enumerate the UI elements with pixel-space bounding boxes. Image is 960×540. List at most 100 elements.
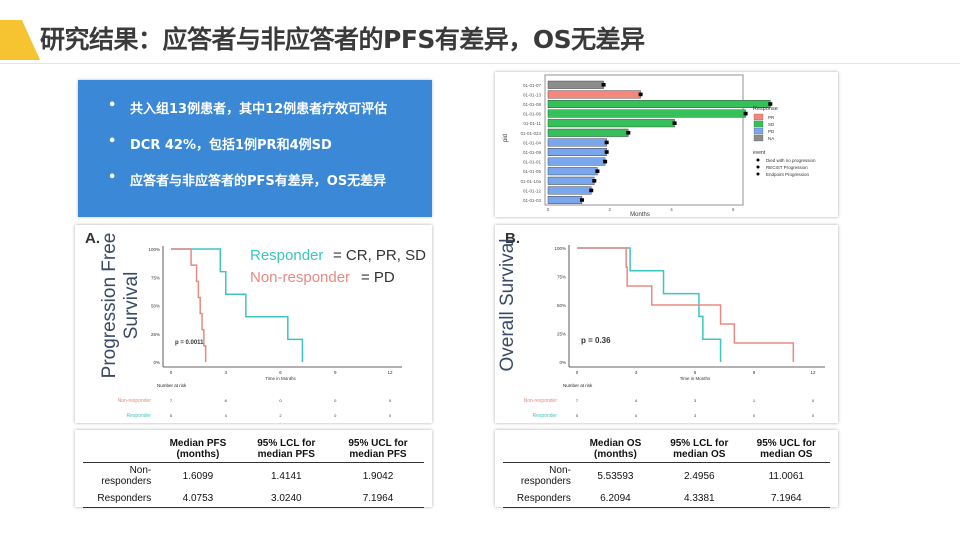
event-marker <box>626 131 631 135</box>
risk-count: 3 <box>694 398 697 403</box>
risk-count: 0 <box>334 413 337 418</box>
x-axis-label: Time in Months <box>265 376 296 381</box>
p-value: p = 0.0011 <box>175 340 204 346</box>
y-tick: 100% <box>148 247 160 252</box>
x-tick: 0 <box>576 370 579 375</box>
legend-non-responder-def: = PD <box>361 269 395 286</box>
risk-table-title: Number at risk <box>157 383 187 388</box>
x-axis-label: Months <box>630 212 650 217</box>
y-tick: 25% <box>151 332 160 337</box>
table-cell: 4.3381 <box>655 489 743 508</box>
risk-table-title: Number at risk <box>563 383 593 388</box>
pfs-median-table: Median PFS (months) 95% LCL for median PF… <box>83 436 424 508</box>
y-tick: 75% <box>557 275 566 280</box>
table-row: Responders 6.2094 4.3381 7.1964 <box>503 489 830 508</box>
swimmer-plot-panel: 01-01-07 01-01-13 01-01-08 01-01-06 01-01-11… <box>495 72 838 218</box>
pid-label: 01-01-12 <box>523 188 542 193</box>
survival-curve-non-responder <box>171 248 207 362</box>
legend-responder-def: = CR, PR, SD <box>333 247 426 264</box>
risk-count: 0 <box>389 398 392 403</box>
table-cell: 6.2094 <box>574 489 656 508</box>
event-marker <box>604 150 609 154</box>
x-tick: 12 <box>387 370 393 375</box>
table-cell: Responders <box>83 489 156 508</box>
y-tick: 0% <box>559 360 566 365</box>
event-legend-marker <box>756 158 760 162</box>
pid-label: 01-01-11 <box>523 121 541 126</box>
column-header: 95% LCL for median OS <box>655 436 743 463</box>
table-cell: 2.4956 <box>683 470 715 482</box>
pid-label: 01-01-07 <box>523 83 542 88</box>
pid-label: 01-01-01 <box>523 160 542 165</box>
table-cell: 1.4141 <box>270 470 302 482</box>
y-tick: 50% <box>151 304 160 309</box>
y-tick: 0% <box>153 360 160 365</box>
bar <box>547 90 641 99</box>
bar <box>547 186 592 195</box>
event-marker <box>589 188 594 193</box>
os-table-panel: Median OS (months) 95% LCL for median OS 9… <box>495 430 838 508</box>
y-tick: 100% <box>554 246 566 251</box>
panel-label: A. <box>85 230 100 247</box>
y-tick: 50% <box>557 303 566 308</box>
risk-count: 7 <box>576 398 579 403</box>
column-header: 95% UCL for median PFS <box>331 436 424 463</box>
risk-count: 0 <box>334 398 337 403</box>
bar <box>547 157 606 166</box>
risk-count: 0 <box>812 413 815 418</box>
survival-curve-responder <box>171 248 304 362</box>
x-tick: 9 <box>334 370 337 375</box>
y-axis-label: Overall Survival <box>497 238 518 371</box>
event-marker <box>579 198 584 202</box>
risk-count: 5 <box>170 413 173 418</box>
slide-title: 研究结果：应答者与非应答者的PFS有差异，OS无差异 <box>40 25 645 54</box>
event-marker <box>638 92 643 97</box>
bar <box>547 167 598 176</box>
risk-count: 3 <box>694 413 697 418</box>
risk-count: 4 <box>225 413 228 418</box>
column-header: Median OS (months) <box>574 436 656 463</box>
pid-label: 01-01-13 <box>523 92 542 97</box>
legend-non-responder: Non-responder <box>250 269 350 286</box>
risk-count: 0 <box>389 413 392 418</box>
column-header: Median PFS (months) <box>155 436 241 463</box>
column-header <box>503 436 575 463</box>
summary-box: 共入组13例患者，其中12例患者疗效可评估 DCR 42%，包括1例PR和4例S… <box>78 80 432 217</box>
pid-label: 01-01-09 <box>523 150 542 155</box>
bullet-item: 应答者与非应答者的PFS有差异，OS无差异 <box>108 170 432 206</box>
legend-swatch <box>753 113 764 121</box>
panel-label: B. <box>505 230 520 247</box>
event-marker <box>672 121 677 125</box>
table-cell: 4.0753 <box>155 489 241 508</box>
legend-swatch <box>753 127 764 135</box>
bar <box>547 138 607 147</box>
column-header: 95% LCL for median PFS <box>240 436 332 463</box>
x-tick: 6 <box>279 370 282 375</box>
x-tick: 6 <box>694 370 697 375</box>
risk-count: 6 <box>225 398 228 403</box>
bar <box>547 128 629 137</box>
pid-label: 01-01-06 <box>523 112 542 117</box>
bar <box>547 100 771 109</box>
y-axis-label: Progression Free <box>99 233 120 379</box>
bar <box>547 147 607 156</box>
os-km-panel: B. 100% 75% 50% 25% 0% 0 3 6 9 12 Time in Months Ove… <box>495 225 838 423</box>
column-header <box>83 436 156 463</box>
legend-label: NA <box>768 136 774 141</box>
table-cell: 3.0240 <box>240 489 332 508</box>
bullet-item: DCR 42%，包括1例PR和4例SD <box>108 134 432 170</box>
risk-label: Responder <box>533 413 558 419</box>
y-tick: 25% <box>557 332 566 337</box>
risk-count: 0 <box>279 398 282 403</box>
y-axis-label: Survival <box>121 272 142 340</box>
risk-count: 1 <box>753 398 756 403</box>
legend-responder: Responder <box>250 247 323 264</box>
x-tick: 9 <box>753 370 756 375</box>
table-cell: Responders <box>503 489 575 508</box>
table-cell: Non-responders <box>101 465 152 487</box>
pid-label: 01-01-10a <box>520 179 541 184</box>
event-legend-title: event <box>753 150 766 156</box>
risk-label: Responder <box>127 413 152 419</box>
x-axis-label: Time in Months <box>680 376 711 381</box>
y-axis-label: pid <box>503 134 509 142</box>
